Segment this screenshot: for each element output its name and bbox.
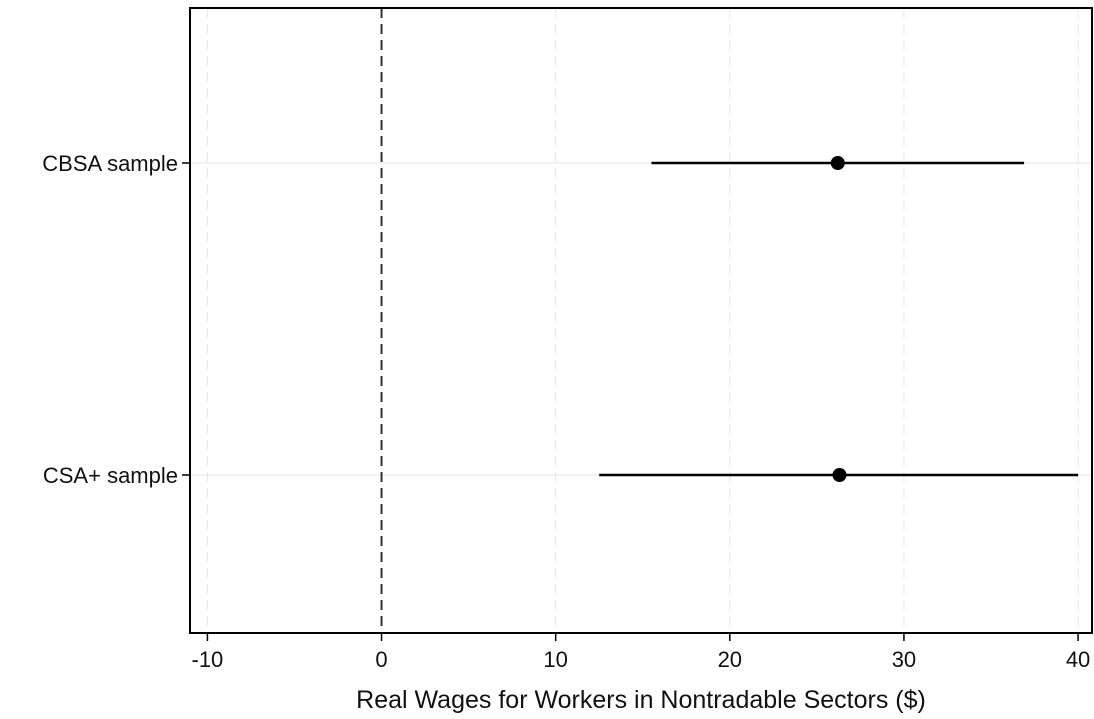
grid-lines [190, 8, 1092, 633]
point-estimate [830, 156, 845, 170]
y-tick-label: CBSA sample [42, 151, 178, 176]
x-axis: -10 0 10 20 30 40 [192, 633, 1090, 672]
y-tick-label: CSA+ sample [43, 463, 178, 488]
x-tick-label: 0 [375, 647, 387, 672]
x-tick-label: 20 [718, 647, 742, 672]
x-axis-title: Real Wages for Workers in Nontradable Se… [356, 686, 926, 714]
x-tick-label: 40 [1066, 647, 1090, 672]
x-tick-label: 10 [543, 647, 567, 672]
data-marks [599, 156, 1079, 482]
point-estimate [832, 468, 847, 482]
x-tick-label: 30 [892, 647, 916, 672]
y-axis: CBSA sample CSA+ sample [42, 151, 190, 488]
x-tick-label: -10 [192, 647, 224, 672]
plot-frame [189, 7, 1093, 634]
